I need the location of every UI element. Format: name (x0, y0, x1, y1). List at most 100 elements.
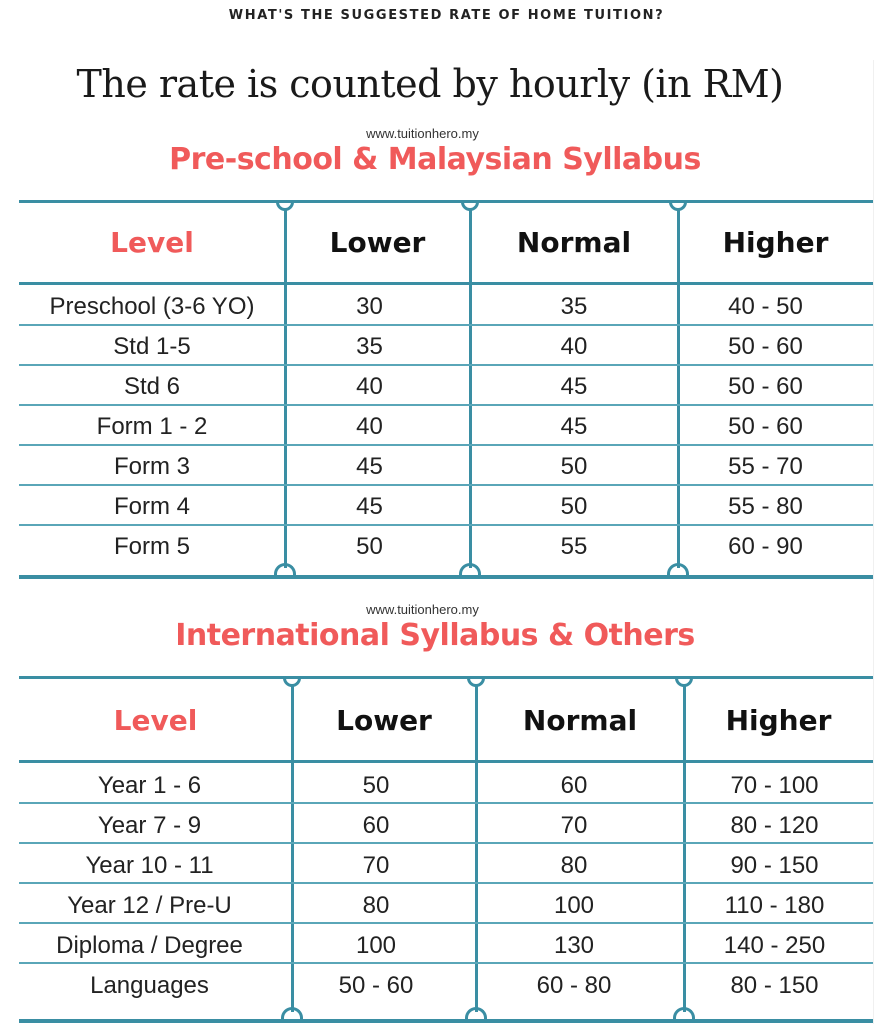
header-level: Level (110, 226, 194, 259)
cell-level: Year 7 - 9 (97, 812, 202, 839)
cell-normal: 55 (560, 533, 588, 560)
cell-level: Diploma / Degree (56, 932, 243, 959)
header-level: Level (113, 704, 198, 737)
column-divider (677, 208, 680, 568)
cell-normal: 60 (560, 772, 588, 799)
cell-normal: 40 (560, 333, 588, 360)
column-divider (469, 208, 472, 568)
table-top-border (19, 200, 873, 203)
table-bottom-border (19, 575, 873, 579)
cell-normal: 70 (560, 812, 588, 839)
divider-cap-bottom (281, 1007, 303, 1020)
divider-cap-top (283, 677, 301, 687)
cell-level: Languages (90, 972, 209, 999)
cell-normal: 100 (553, 892, 595, 919)
cell-higher: 55 - 70 (728, 453, 803, 480)
divider-cap-bottom (274, 563, 296, 576)
header-lower: Lower (329, 226, 426, 259)
row-divider (19, 802, 873, 804)
column-divider (284, 208, 287, 568)
cell-level: Year 12 / Pre-U (67, 892, 232, 919)
divider-cap-top (669, 201, 687, 211)
cell-lower: 70 (362, 852, 390, 879)
cell-higher: 60 - 90 (728, 533, 803, 560)
header-divider (19, 282, 873, 285)
website-watermark: www.tuitionhero.my (366, 126, 479, 141)
cell-level: Std 6 (123, 373, 181, 400)
cell-lower: 45 (356, 493, 383, 520)
header-normal: Normal (516, 226, 632, 259)
cell-higher: 55 - 80 (728, 493, 803, 520)
row-divider (19, 444, 873, 446)
cell-level: Std 1-5 (113, 333, 191, 360)
rate-table-international: Level Lower Normal Higher Year 1 - 6 50 60 70 -… (19, 676, 873, 1023)
cell-higher: 90 - 150 (730, 852, 819, 879)
cell-higher: 50 - 60 (728, 333, 803, 360)
cell-level: Year 1 - 6 (97, 772, 202, 799)
section-title-malaysian: Pre-school & Malaysian Syllabus (169, 142, 701, 177)
cell-lower: 40 (356, 373, 383, 400)
infographic-border (873, 60, 874, 1024)
cell-normal: 50 (560, 453, 588, 480)
row-divider (19, 404, 873, 406)
cell-normal: 35 (560, 293, 588, 320)
row-divider (19, 484, 873, 486)
cell-higher: 80 - 150 (730, 972, 819, 999)
cell-level: Year 10 - 11 (85, 852, 214, 879)
cell-normal: 80 (560, 852, 588, 879)
cell-higher: 110 - 180 (724, 892, 825, 919)
cell-normal: 60 - 80 (536, 972, 612, 999)
divider-cap-top (467, 677, 485, 687)
section-title-international: International Syllabus & Others (175, 618, 695, 653)
divider-cap-top (276, 201, 294, 211)
website-watermark: www.tuitionhero.my (366, 602, 479, 617)
cell-higher: 40 - 50 (728, 293, 803, 320)
header-normal: Normal (522, 704, 638, 737)
cell-level: Preschool (3-6 YO) (49, 293, 255, 320)
table-top-border (19, 676, 873, 679)
row-divider (19, 524, 873, 526)
cell-higher: 50 - 60 (728, 373, 803, 400)
cell-lower: 50 (356, 533, 383, 560)
table-bottom-border (19, 1019, 873, 1023)
header-higher: Higher (722, 226, 829, 259)
cell-normal: 50 (560, 493, 588, 520)
column-divider (475, 684, 478, 1012)
row-divider (19, 922, 873, 924)
cell-higher: 50 - 60 (728, 413, 803, 440)
rate-table-malaysian: Level Lower Normal Higher Preschool (3-6 YO)… (19, 200, 873, 579)
cell-lower: 35 (356, 333, 383, 360)
row-divider (19, 842, 873, 844)
cell-higher: 70 - 100 (730, 772, 819, 799)
cell-lower: 45 (356, 453, 383, 480)
cell-higher: 140 - 250 (723, 932, 826, 959)
header-lower: Lower (336, 704, 432, 737)
cell-lower: 50 (362, 772, 390, 799)
cell-higher: 80 - 120 (730, 812, 819, 839)
cell-level: Form 5 (113, 533, 190, 560)
cell-lower: 50 - 60 (338, 972, 414, 999)
row-divider (19, 364, 873, 366)
cell-level: Form 1 - 2 (96, 413, 208, 440)
cell-level: Form 4 (113, 493, 190, 520)
cell-normal: 130 (553, 932, 595, 959)
header-divider (19, 760, 873, 763)
header-higher: Higher (725, 704, 832, 737)
row-divider (19, 882, 873, 884)
divider-cap-bottom (667, 563, 689, 576)
divider-cap-bottom (465, 1007, 487, 1020)
divider-cap-bottom (459, 563, 481, 576)
page-title: The rate is counted by hourly (in RM) (76, 62, 785, 106)
cell-lower: 80 (362, 892, 390, 919)
cell-lower: 100 (355, 932, 397, 959)
page-kicker: WHAT'S THE SUGGESTED RATE OF HOME TUITIO… (228, 8, 665, 23)
cell-normal: 45 (560, 413, 588, 440)
column-divider (683, 684, 686, 1012)
cell-normal: 45 (560, 373, 588, 400)
row-divider (19, 324, 873, 326)
cell-lower: 60 (362, 812, 390, 839)
divider-cap-top (675, 677, 693, 687)
cell-lower: 30 (356, 293, 383, 320)
divider-cap-top (461, 201, 479, 211)
cell-level: Form 3 (113, 453, 190, 480)
